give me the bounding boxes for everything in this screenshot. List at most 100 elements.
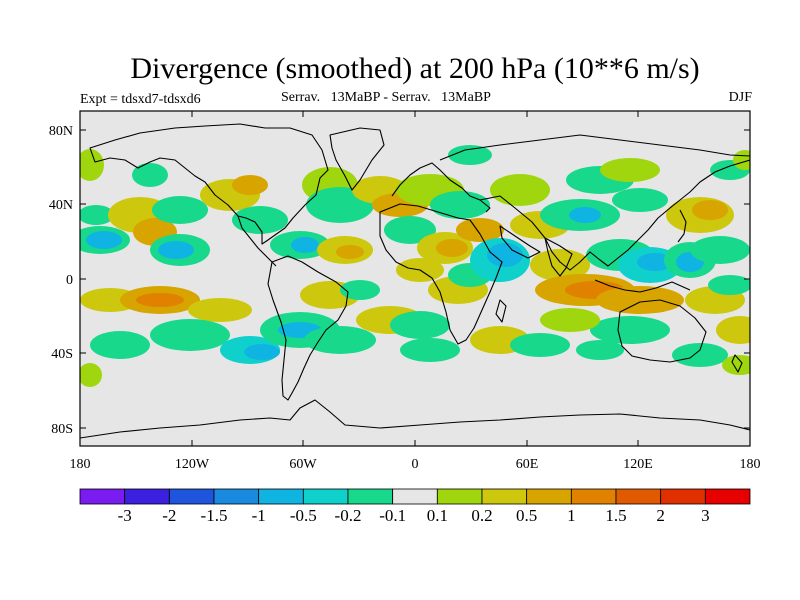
divergence-patch [690,236,750,264]
coast-south-america [267,255,349,401]
colorbar-swatch [392,488,438,505]
divergence-patch [80,205,114,225]
x-tick-120w: 120W [175,457,210,472]
coast-madagascar [495,299,507,323]
divergence-patch [576,340,624,360]
x-tick-120e: 120E [623,457,653,472]
divergence-patch [158,241,194,259]
divergence-patch [291,237,319,253]
y-axis [80,129,750,429]
divergence-patch [304,326,376,354]
colorbar-swatch [258,488,304,505]
y-tick-80s: 80S [51,422,73,437]
coast-africa [379,203,503,345]
divergence-patch [188,298,252,322]
colorbar-label: -0.5 [290,506,317,525]
coast-australia [617,299,707,363]
colorbar-swatch [168,488,215,505]
colorbar-swatch [615,488,662,505]
coastlines [80,123,750,439]
y-tick-80n: 80N [49,124,73,139]
colorbar-swatch [481,488,528,505]
colorbar-swatch [302,488,349,505]
divergence-patch [430,191,490,219]
divergence-patch [90,331,150,359]
divergence-patch [384,216,436,244]
x-tick-0: 0 [412,457,419,472]
divergence-patch [637,253,673,271]
colorbar-label: -1.5 [201,506,228,525]
divergence-patch [150,319,230,351]
experiment-label: Expt = tdsxd7-tdsxd6 [80,92,201,107]
colorbar-label: -0.1 [379,506,406,525]
divergence-patch [708,275,750,295]
divergence-patch [86,231,122,249]
colorbar-label: 3 [701,506,710,525]
colorbar-label: 1.5 [605,506,626,525]
coast-arctic-asia [439,134,750,161]
plot-title: Divergence (smoothed) at 200 hPa (10**6 … [130,52,700,85]
colorbar-swatch [79,488,126,505]
divergence-patch [600,158,660,182]
x-tick-labels: 180 120W 60W 0 60E 120E 180 [70,457,761,472]
colorbar-label: 0.1 [427,506,448,525]
divergence-patch [152,196,208,224]
divergence-patch [400,338,460,362]
divergence-patch [244,344,280,360]
divergence-patch [456,218,504,242]
divergence-patch [590,316,670,344]
divergence-patch [596,286,684,314]
x-tick-180w: 180 [70,457,91,472]
coast-greenland [329,127,385,191]
colorbar-label: -0.2 [335,506,362,525]
divergence-patch [132,163,168,187]
coast-north-america [89,123,329,245]
divergence-patch [490,174,550,206]
coast-japan [677,209,687,243]
divergence-patch [436,239,468,257]
divergence-patch [672,343,728,367]
divergence-patch [569,207,601,223]
colorbar-label: 1 [567,506,576,525]
x-axis [79,111,751,446]
colorbar-label: -2 [162,506,176,525]
y-tick-0: 0 [66,273,73,288]
divergence-patch [136,293,184,307]
divergence-field [80,145,750,387]
divergence-patch [540,308,600,332]
coast-asia [479,159,750,271]
divergence-patch [612,188,668,212]
x-tick-60e: 60E [516,457,539,472]
coast-antarctica [80,399,750,439]
coast-maritime-continent [594,279,691,293]
divergence-patch [733,150,750,170]
divergence-patch [232,206,288,234]
colorbar-swatch [526,488,572,505]
colorbar-label: 0.2 [471,506,492,525]
colorbar-swatch [347,488,394,505]
colorbar-label: -3 [118,506,132,525]
divergence-patch [487,243,523,267]
divergence-patch [80,363,102,387]
colorbar-swatch [660,488,706,505]
colorbar-swatch [570,488,617,505]
divergence-patch [530,249,590,281]
coast-india [544,237,573,277]
colorbar-swatch [213,488,260,505]
coast-new-zealand [731,354,743,373]
coast-arabia [499,225,541,259]
divergence-patch [232,175,268,195]
y-tick-40n: 40N [49,198,73,213]
colorbar-swatch [436,488,483,505]
colorbar-label: 2 [656,506,665,525]
divergence-patch [448,145,492,165]
y-tick-40s: 40S [51,347,73,362]
divergence-patch [340,280,380,300]
colorbar-label: -1 [252,506,266,525]
subtitle-label: Serrav. 13MaBP - Serrav. 13MaBP [281,90,491,105]
divergence-patch [692,200,728,220]
y-tick-labels: 80N 40N 0 40S 80S [49,124,73,437]
colorbar-labels: -3 -2 -1.5 -1 -0.5 -0.2 -0.1 0.1 0.2 0.5 1 1.5 2 3 [118,506,710,525]
coast-europe [391,162,491,213]
